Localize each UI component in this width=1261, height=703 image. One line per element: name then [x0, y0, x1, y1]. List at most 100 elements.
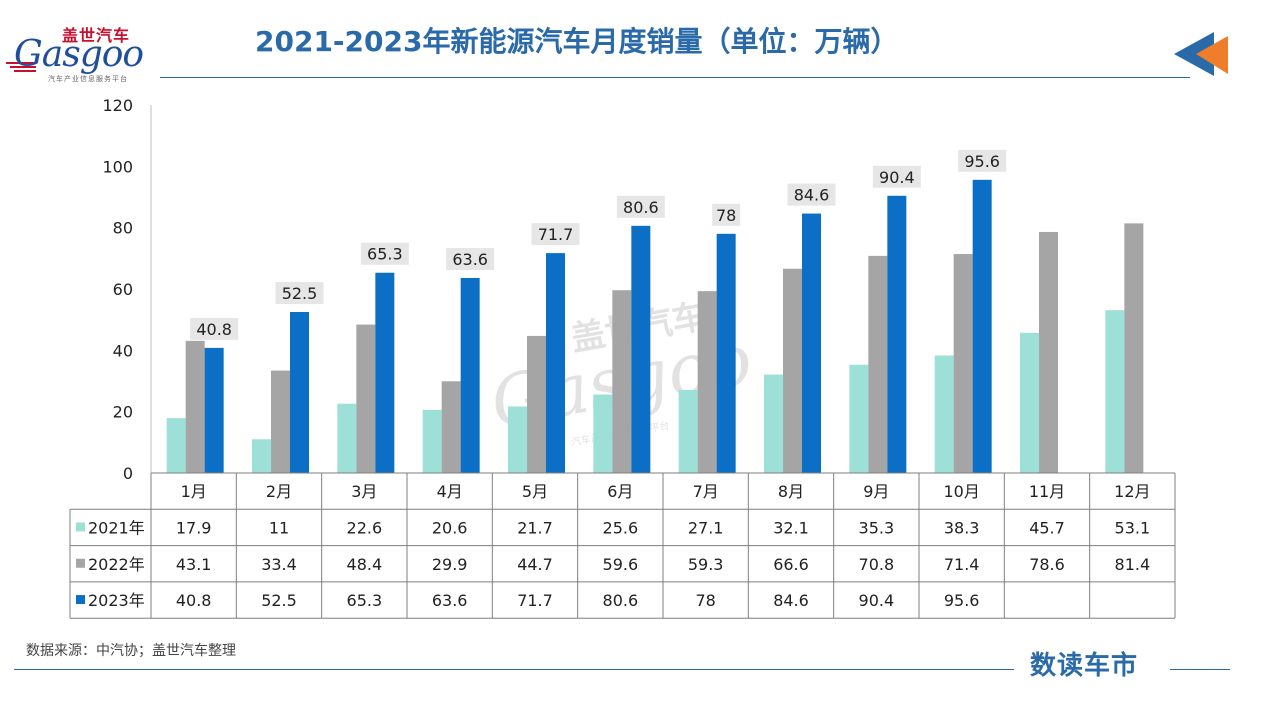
x-category-label: 7月: [693, 482, 719, 501]
table-cell-2021年-12月: 53.1: [1115, 518, 1151, 537]
data-label-3月: 65.3: [367, 245, 403, 264]
data-label-bg: [446, 247, 495, 270]
bar-2022年-8月: [783, 268, 802, 473]
table-cell-2022年-9月: 70.8: [859, 555, 895, 574]
x-category-label: 6月: [607, 482, 633, 501]
bar-2021年-12月: [1105, 310, 1125, 473]
legend-key-2023年: [76, 595, 85, 605]
bar-2021年-1月: [166, 418, 186, 473]
bar-2021年-9月: [849, 364, 869, 473]
data-label-bg: [958, 149, 1007, 172]
table-cell-2023年-2月: 52.5: [261, 591, 297, 610]
data-label-4月: 63.6: [452, 250, 488, 269]
x-category-label: 3月: [351, 482, 377, 501]
table-cell-2022年-12月: 81.4: [1115, 555, 1151, 574]
data-label-bg: [275, 282, 324, 304]
logo-cn-text: 盖世汽车: [62, 26, 131, 45]
data-label-6月: 80.6: [623, 198, 659, 217]
bar-2022年-4月: [441, 381, 461, 473]
x-category-label: 9月: [863, 482, 889, 501]
table-cell-2021年-4月: 20.6: [432, 518, 468, 537]
bar-2022年-10月: [953, 254, 973, 473]
table-cell-2021年-2月: 11: [269, 518, 289, 537]
x-category-label: 11月: [1029, 482, 1065, 501]
table-cell-2023年-8月: 84.6: [773, 591, 809, 610]
y-tick-label: 120: [102, 96, 133, 115]
x-category-label: 4月: [437, 482, 463, 501]
bar-2023年-8月: [802, 213, 821, 473]
table-cell-2022年-4月: 29.9: [432, 555, 468, 574]
table-cell-2022年-1月: 43.1: [176, 555, 212, 574]
x-category-label: 10月: [943, 482, 979, 501]
data-label-5月: 71.7: [538, 225, 574, 244]
data-label-2月: 52.5: [282, 284, 318, 303]
x-category-label: 2月: [266, 482, 292, 501]
bar-2021年-11月: [1020, 332, 1039, 473]
data-label-bg: [531, 223, 580, 246]
triangle-arrow-icon: [1174, 32, 1228, 76]
table-cell-2021年-3月: 22.6: [347, 518, 383, 537]
title-divider: [160, 77, 1190, 78]
bar-2021年-3月: [337, 403, 357, 473]
y-tick-label: 60: [113, 280, 133, 299]
legend-key-2021年: [76, 522, 85, 532]
bar-2023年-3月: [375, 272, 395, 473]
bar-2023年-9月: [887, 195, 907, 474]
table-cell-2022年-3月: 48.4: [347, 555, 383, 574]
data-label-bg: [712, 203, 741, 226]
bar-2022年-2月: [271, 370, 290, 473]
table-cell-2022年-11月: 78.6: [1029, 555, 1065, 574]
legend-key-2022年: [76, 558, 85, 568]
table-cell-2023年-4月: 63.6: [432, 591, 468, 610]
bar-2021年-6月: [593, 394, 613, 473]
bar-2021年-8月: [764, 374, 783, 473]
y-tick-label: 100: [102, 157, 133, 176]
x-category-label: 5月: [522, 482, 548, 501]
y-tick-label: 0: [123, 464, 133, 483]
table-cell-2023年-6月: 80.6: [603, 591, 639, 610]
bottom-divider-right: [1170, 669, 1230, 670]
data-label-bg: [360, 242, 409, 265]
legend-label-2022年: 2022年: [88, 555, 145, 574]
bar-2022年-11月: [1039, 231, 1058, 473]
data-source-note: 数据来源：中汽协；盖世汽车整理: [26, 643, 236, 659]
gasgoo-logo: 盖世汽车 Gasgoo 汽车产业信息服务平台: [6, 22, 156, 84]
bar-2021年-5月: [508, 406, 527, 473]
data-label-10月: 95.6: [964, 152, 1000, 171]
data-label-8月: 84.6: [794, 186, 830, 205]
bar-2023年-2月: [290, 312, 309, 473]
table-cell-2022年-8月: 66.6: [773, 555, 809, 574]
x-category-label: 8月: [778, 482, 804, 501]
table-cell-2022年-6月: 59.6: [603, 555, 639, 574]
bar-2023年-7月: [716, 233, 736, 473]
table-cell-2023年-1月: 40.8: [176, 591, 212, 610]
table-cell-2022年-2月: 33.4: [261, 555, 297, 574]
logo-en-text: Gasgoo: [14, 34, 144, 75]
table-cell-2023年-3月: 65.3: [347, 591, 383, 610]
data-label-bg: [616, 195, 665, 218]
bar-2022年-7月: [697, 291, 717, 473]
table-cell-2021年-10月: 38.3: [944, 518, 980, 537]
x-category-label: 12月: [1114, 482, 1150, 501]
table-cell-2021年-11月: 45.7: [1029, 518, 1065, 537]
data-label-1月: 40.8: [196, 320, 232, 339]
y-tick-label: 40: [113, 341, 133, 360]
bar-2021年-2月: [252, 439, 271, 473]
bar-2023年-4月: [460, 277, 480, 473]
data-label-bg: [190, 317, 239, 340]
table-cell-2022年-5月: 44.7: [517, 555, 553, 574]
x-category-label: 1月: [181, 482, 207, 501]
bar-2022年-3月: [356, 324, 376, 473]
table-cell-2021年-7月: 27.1: [688, 518, 724, 537]
bar-2021年-4月: [422, 409, 442, 473]
legend-label-2021年: 2021年: [88, 518, 145, 537]
chart-title: 2021-2023年新能源汽车月度销量（单位：万辆）: [255, 25, 899, 58]
table-cell-2022年-10月: 71.4: [944, 555, 980, 574]
table-cell-2022年-7月: 59.3: [688, 555, 724, 574]
bar-2023年-10月: [972, 179, 992, 473]
table-cell-2023年-5月: 71.7: [517, 591, 553, 610]
bar-2021年-10月: [934, 355, 954, 473]
bar-2021年-7月: [678, 389, 698, 473]
bar-2022年-5月: [527, 335, 546, 473]
